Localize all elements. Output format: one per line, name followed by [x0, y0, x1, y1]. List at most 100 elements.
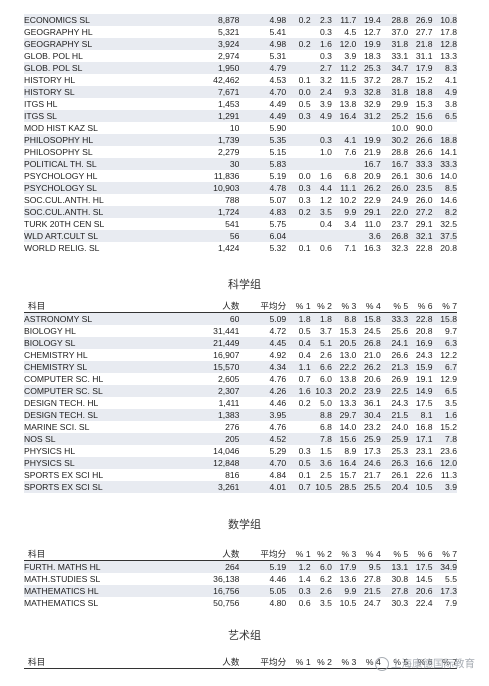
column-header: % 5 — [380, 300, 409, 313]
value-cell: 0.0 — [286, 170, 311, 182]
value-cell: 2.6 — [310, 349, 332, 361]
subject-cell: PHYSICS HL — [24, 445, 163, 457]
value-cell: 28.8 — [380, 14, 409, 26]
value-cell: 0.2 — [286, 38, 311, 50]
value-cell: 15.3 — [331, 325, 357, 337]
table-row: SOC.CUL.ANTH. SL 1,724 4.83 0.2 3.5 9.9 29.1 22… — [24, 206, 457, 218]
value-cell: 17.1 — [408, 433, 433, 445]
column-header: 人数 — [162, 656, 240, 669]
value-cell: 31.1 — [408, 50, 433, 62]
value-cell: 25.9 — [356, 433, 381, 445]
value-cell: 16.9 — [408, 337, 433, 349]
value-cell: 816 — [162, 469, 240, 481]
table-row: MATH.STUDIES SL 36,138 4.46 1.4 6.2 13.6 27.8 3… — [24, 573, 457, 585]
value-cell: 4.4 — [310, 182, 332, 194]
value-cell: 20.2 — [331, 385, 357, 397]
science-section-title: 科学组 — [228, 279, 261, 291]
value-cell: 4.83 — [239, 206, 287, 218]
value-cell: 21.3 — [380, 361, 409, 373]
table-row: ITGS HL 1,453 4.49 0.5 3.9 13.8 32.9 29.9 15.3 3.… — [24, 98, 457, 110]
table-row: WLD ART.CULT SL 56 6.04 3.6 26.8 32.1 37.5 — [24, 230, 457, 242]
subject-cell: GEOGRAPHY HL — [24, 26, 163, 38]
value-cell: 3.9 — [331, 50, 357, 62]
value-cell: 4.92 — [239, 349, 287, 361]
column-header: % 6 — [408, 656, 433, 669]
table-row: TURK 20TH CEN SL 541 5.75 0.4 3.4 11.0 23.7 29.… — [24, 218, 457, 230]
value-cell: 3.2 — [310, 74, 332, 86]
value-cell: 17.5 — [408, 397, 433, 409]
watermark: 上海康德国际教育 — [375, 656, 475, 672]
value-cell: 4.9 — [432, 86, 457, 98]
value-cell: 26.2 — [356, 361, 381, 373]
subject-cell: GLOB. POL HL — [24, 50, 163, 62]
subject-cell: GEOGRAPHY SL — [24, 38, 163, 50]
value-cell: 4.01 — [239, 481, 287, 493]
value-cell: 4.76 — [239, 421, 287, 433]
value-cell: 33.3 — [408, 158, 433, 170]
arts-section-title: 艺术组 — [228, 630, 261, 642]
subject-cell: SOC.CUL.ANTH. HL — [24, 194, 163, 206]
value-cell: 34.9 — [432, 560, 457, 573]
value-cell: 25.6 — [380, 325, 409, 337]
value-cell: 0.3 — [286, 194, 311, 206]
math-grade-table: 科目 人数 平均分% 1% 2% 3% 4% 5% 6% 7 FURTH. MATHS… — [24, 548, 457, 609]
value-cell: 0.4 — [286, 337, 311, 349]
value-cell: 5.41 — [239, 26, 287, 38]
value-cell: 5.0 — [310, 397, 332, 409]
table-row: FURTH. MATHS HL 264 5.19 1.2 6.0 17.9 9.5 13.1 1… — [24, 560, 457, 573]
value-cell: 27.8 — [380, 585, 409, 597]
value-cell: 1,424 — [162, 242, 240, 254]
value-cell: 6.8 — [310, 421, 332, 433]
value-cell: 11.5 — [331, 74, 357, 86]
column-header: 平均分 — [239, 548, 287, 561]
value-cell: 19.4 — [356, 14, 381, 26]
table-row: BIOLOGY HL 31,441 4.72 0.5 3.7 15.3 24.5 25.6 20… — [24, 325, 457, 337]
value-cell: 1.6 — [286, 385, 311, 397]
value-cell: 13.8 — [331, 373, 357, 385]
value-cell: 5.15 — [239, 146, 287, 158]
value-cell: 24.3 — [408, 349, 433, 361]
value-cell: 3.5 — [310, 597, 332, 609]
table-row: MARINE SCI. SL 276 4.76 6.8 14.0 23.2 24.0 16.8… — [24, 421, 457, 433]
value-cell: 4.84 — [239, 469, 287, 481]
value-cell: 90.0 — [408, 122, 433, 134]
value-cell: 11.7 — [331, 14, 357, 26]
value-cell: 2.3 — [310, 14, 332, 26]
table-row: NOS SL 205 4.52 7.8 15.6 25.9 25.9 17.1 7.8 — [24, 433, 457, 445]
value-cell: 15,570 — [162, 361, 240, 373]
value-cell — [286, 50, 311, 62]
value-cell: 30.2 — [380, 134, 409, 146]
value-cell: 22.8 — [408, 242, 433, 254]
value-cell: 17.9 — [331, 560, 357, 573]
value-cell: 1.8 — [286, 312, 311, 325]
arts-grade-table: 科目 人数 平均分% 1% 2% 3% 4% 5% 6% 7 — [24, 656, 457, 669]
value-cell: 1.6 — [310, 38, 332, 50]
column-header: 科目 — [24, 300, 163, 313]
value-cell — [286, 409, 311, 421]
value-cell: 15.8 — [432, 312, 457, 325]
value-cell: 33.3 — [380, 312, 409, 325]
value-cell: 5.05 — [239, 585, 287, 597]
value-cell: 14.1 — [432, 146, 457, 158]
value-cell: 0.6 — [286, 597, 311, 609]
value-cell: 4.5 — [331, 26, 357, 38]
value-cell: 13.3 — [432, 50, 457, 62]
value-cell: 30.3 — [380, 597, 409, 609]
value-cell: 2,279 — [162, 146, 240, 158]
value-cell: 5.19 — [239, 170, 287, 182]
subject-cell: MATH.STUDIES SL — [24, 573, 163, 585]
value-cell: 4.79 — [239, 62, 287, 74]
value-cell: 4.49 — [239, 98, 287, 110]
column-header: % 5 — [380, 548, 409, 561]
subject-cell: DESIGN TECH. HL — [24, 397, 163, 409]
value-cell: 18.8 — [408, 86, 433, 98]
value-cell: 1,411 — [162, 397, 240, 409]
value-cell: 15.2 — [408, 74, 433, 86]
value-cell: 10 — [162, 122, 240, 134]
value-cell: 8,878 — [162, 14, 240, 26]
value-cell: 4.46 — [239, 573, 287, 585]
value-cell: 3.95 — [239, 409, 287, 421]
value-cell: 36,138 — [162, 573, 240, 585]
value-cell: 2,605 — [162, 373, 240, 385]
value-cell — [286, 230, 311, 242]
